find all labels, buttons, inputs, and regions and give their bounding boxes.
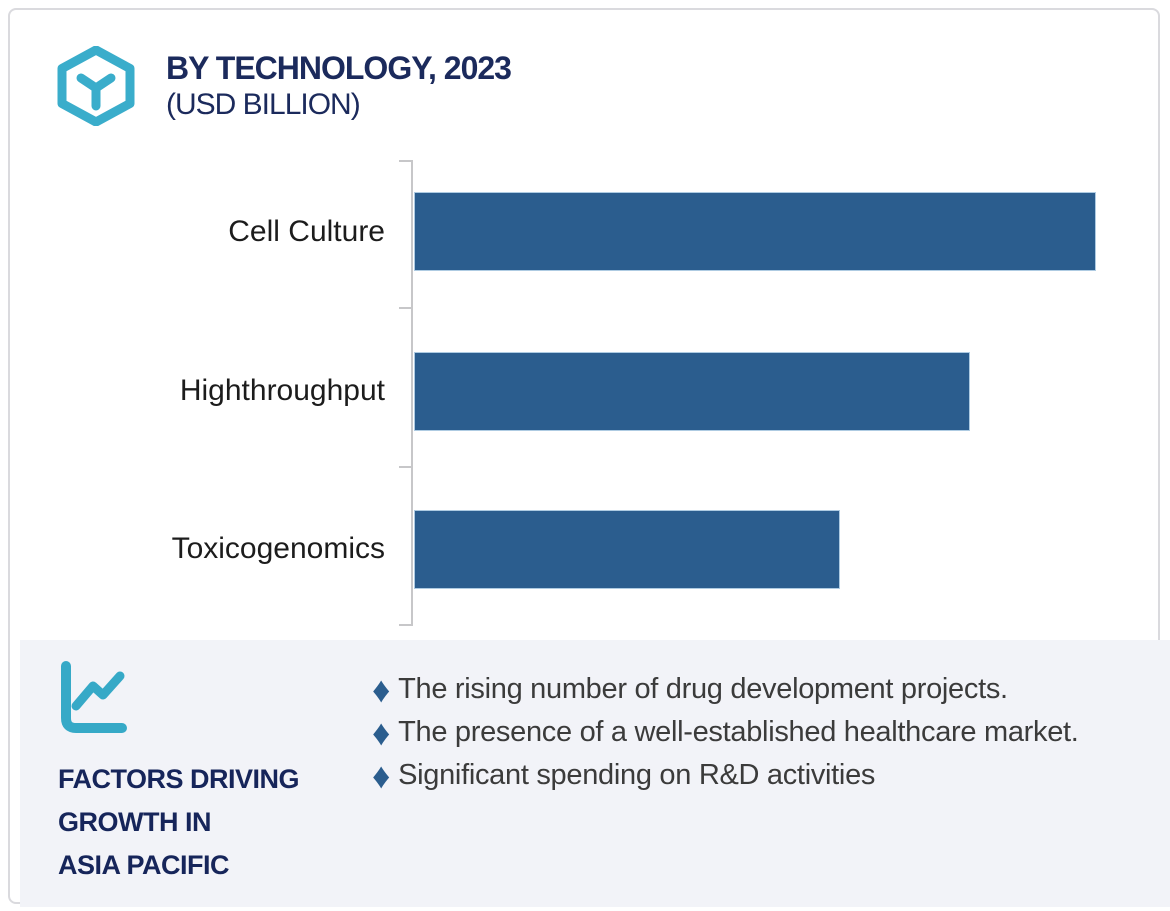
axis-tick: [399, 624, 412, 626]
chart-title: BY TECHNOLOGY, 2023: [166, 50, 512, 86]
factors-heading-line3: ASIA PACIFIC: [58, 850, 230, 880]
factors-panel: FACTORS DRIVING GROWTH IN ASIA PACIFIC ♦…: [20, 640, 1170, 907]
bar-chart: Cell Culture Highthroughput Toxicogenomi…: [10, 10, 1170, 640]
bar-cell-culture: [414, 192, 1096, 271]
factor-text: The rising number of drug development pr…: [398, 673, 1008, 705]
factors-bullet-list: ♦ The rising number of drug development …: [372, 668, 1082, 797]
chart-subtitle: (USD BILLION): [166, 88, 361, 121]
factor-item: ♦ The presence of a well-established hea…: [372, 711, 1082, 754]
infographic-card: BY TECHNOLOGY, 2023 (USD BILLION) Cell C…: [8, 8, 1170, 907]
diamond-bullet-icon: ♦: [372, 712, 391, 753]
factors-heading-line1: FACTORS DRIVING: [58, 764, 300, 794]
factors-heading-line2: GROWTH IN: [58, 807, 211, 837]
factors-heading: FACTORS DRIVING GROWTH IN ASIA PACIFIC: [58, 758, 300, 887]
diamond-bullet-icon: ♦: [372, 755, 391, 796]
axis-tick: [399, 160, 412, 162]
bar-highthroughput: [414, 352, 970, 431]
factor-text: The presence of a well-established healt…: [398, 716, 1079, 748]
factor-item: ♦ Significant spending on R&D activities: [372, 754, 1082, 797]
factor-item: ♦ The rising number of drug development …: [372, 668, 1082, 711]
factor-text: Significant spending on R&D activities: [398, 759, 876, 791]
diamond-bullet-icon: ♦: [372, 669, 391, 710]
y-axis-line: [411, 160, 413, 626]
axis-tick: [399, 307, 412, 309]
line-chart-icon: [61, 661, 127, 733]
category-label-toxicogenomics: Toxicogenomics: [171, 532, 385, 565]
bar-toxicogenomics: [414, 510, 840, 589]
category-label-cell-culture: Cell Culture: [228, 215, 385, 248]
hexagon-molecule-icon: [57, 46, 135, 126]
chart-title-block: BY TECHNOLOGY, 2023 (USD BILLION): [166, 50, 512, 123]
axis-tick: [399, 466, 412, 468]
category-label-highthroughput: Highthroughput: [179, 374, 385, 407]
